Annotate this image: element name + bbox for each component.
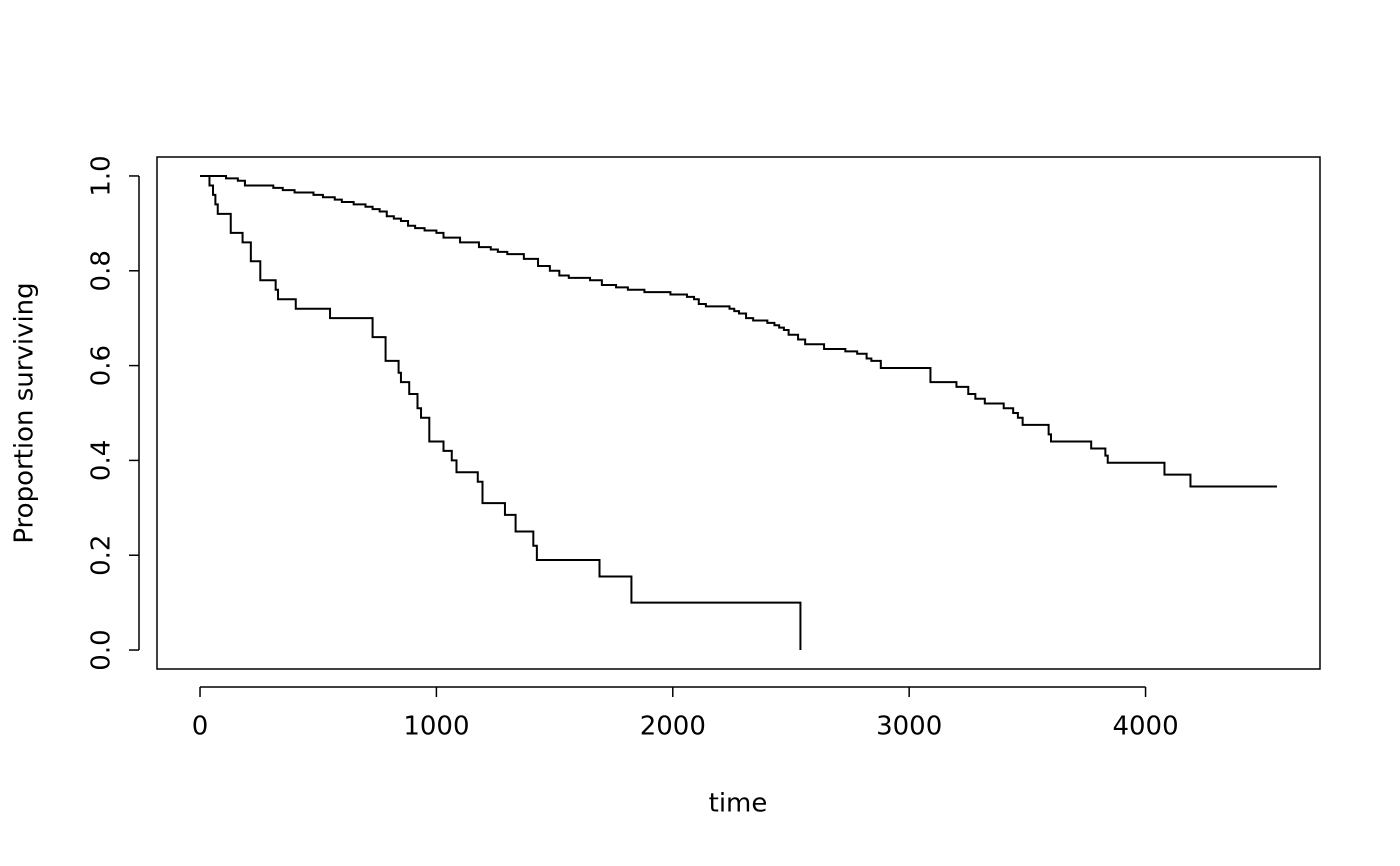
survival-curve: [200, 174, 802, 651]
y-tick-label: 0.4: [87, 440, 117, 481]
y-tick-label: 0.8: [87, 250, 117, 291]
y-axis-label: Proportion surviving: [10, 282, 40, 543]
y-tick-label: 0.6: [87, 345, 117, 386]
survival-curve: [200, 174, 1277, 488]
x-tick-label: 2000: [640, 712, 706, 742]
y-tick-label: 0.0: [87, 629, 117, 670]
x-tick-label: 0: [192, 712, 209, 742]
y-tick-label: 0.2: [87, 535, 117, 576]
x-tick-label: 3000: [876, 712, 942, 742]
plot-box: [156, 156, 1321, 670]
x-tick-label: 1000: [403, 712, 469, 742]
x-tick-label: 4000: [1112, 712, 1178, 742]
x-axis-label: time: [709, 789, 768, 819]
y-tick-label: 1.0: [87, 155, 117, 196]
